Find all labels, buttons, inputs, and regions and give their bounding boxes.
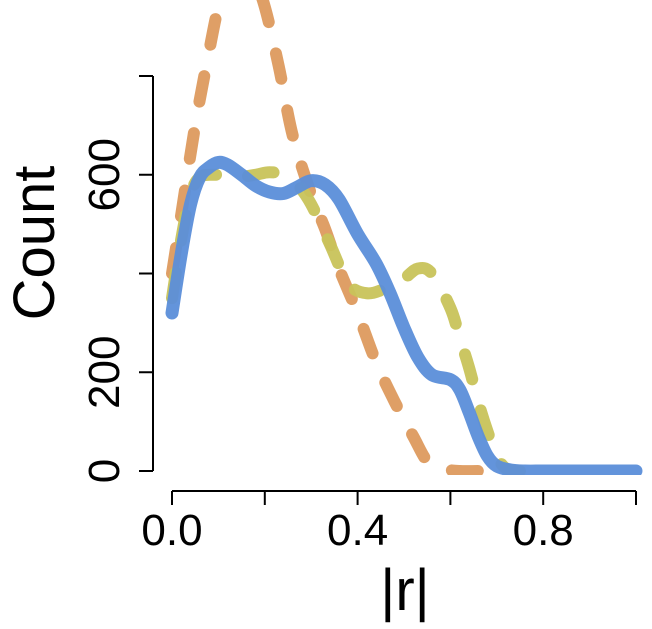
y-axis-title: Count [2,166,67,321]
y-tick-label: 600 [80,138,129,211]
y-tick-label: 200 [80,336,129,409]
series-layer [165,0,643,475]
y-ticks [139,75,153,472]
x-axis-title: |r| [380,558,429,623]
y-tick-labels: 0 200 600 [80,138,129,483]
x-tick-labels: 0.0 0.4 0.8 [141,506,573,555]
x-ticks [171,491,637,505]
series-line-blue-solid [165,155,643,475]
x-tick-label: 0.8 [513,506,574,555]
series-line-olive-dashed [166,166,526,475]
x-tick-label: 0.4 [327,506,388,555]
y-tick-label: 0 [80,459,129,483]
series-line-orange-dashed [166,0,503,475]
x-tick-label: 0.0 [141,506,202,555]
